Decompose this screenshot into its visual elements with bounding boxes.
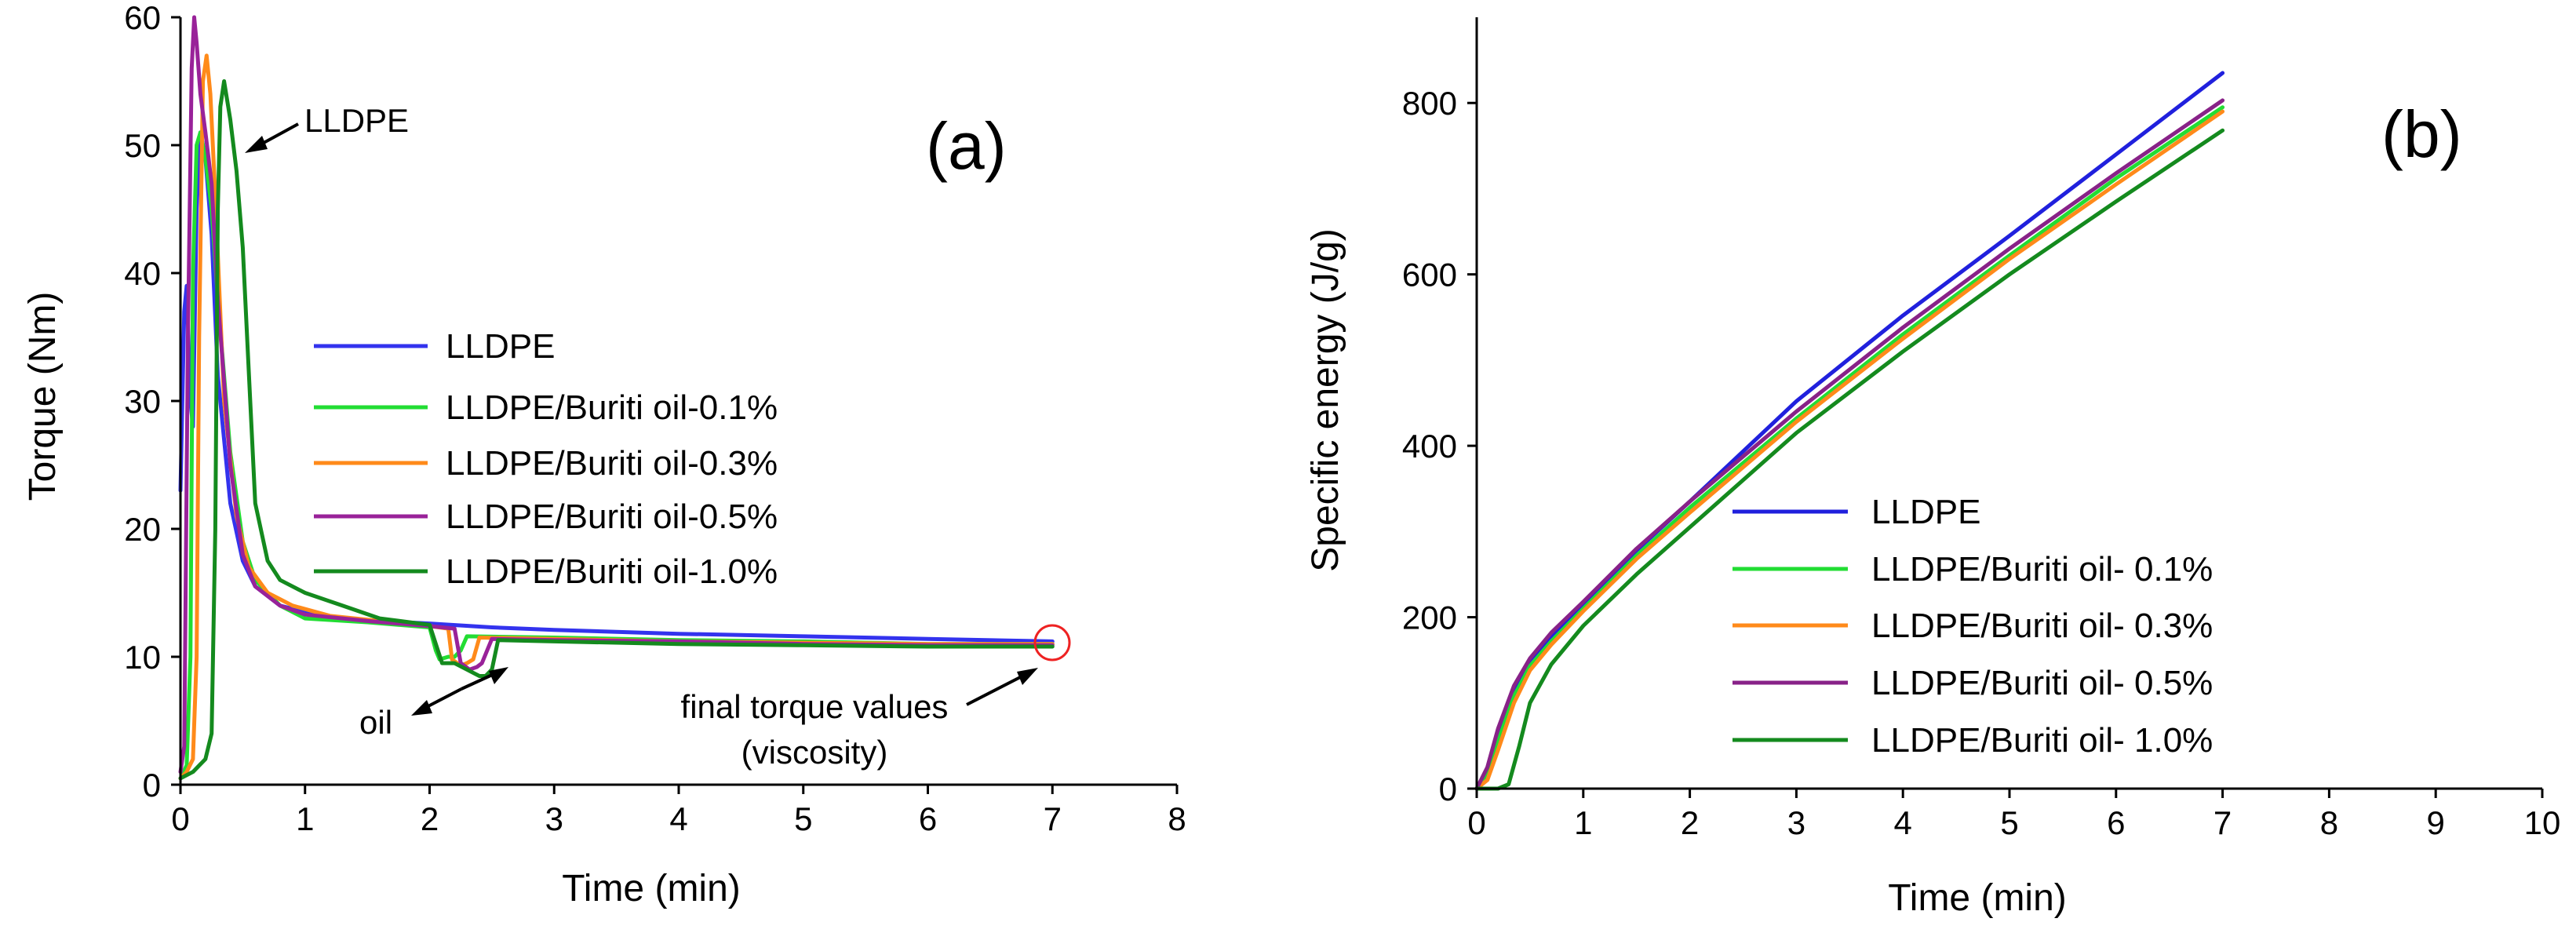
panel-b-x-tick-label: 8: [2320, 804, 2338, 841]
panel-a-y-tick-label: 40: [124, 255, 161, 292]
legend-a-label-4: LLDPE/Buriti oil-1.0%: [446, 552, 778, 591]
panel-b-x-tick-label: 1: [1574, 804, 1592, 841]
panel-a: (a) 0 1 2 3 4 5 6 7 8 0 10 20 30 40 50 60 Time (min) T…: [22, 0, 1186, 909]
panel-a-tag: (a): [926, 109, 1007, 183]
panel-a-y-tick-label: 20: [124, 511, 161, 548]
annotation-lldpe-label: LLDPE: [304, 102, 409, 139]
legend-b-label-2: LLDPE/Buriti oil- 0.3%: [1871, 607, 2213, 645]
panel-a-legend: LLDPE LLDPE/Buriti oil-0.1% LLDPE/Buriti…: [314, 327, 778, 591]
panel-a-y-tick-label: 0: [143, 767, 161, 804]
legend-b-label-0: LLDPE: [1871, 493, 1980, 531]
panel-a-x-tick-label: 1: [296, 800, 314, 837]
panel-b-y-tick-label: 0: [1439, 771, 1457, 807]
panel-b-series-layer: [1474, 71, 2225, 791]
panel-b-x-tick-label: 9: [2427, 804, 2445, 841]
panel-b-x-tick-label: 2: [1681, 804, 1699, 841]
panel-a-y-tick-label: 60: [124, 0, 161, 36]
panel-a-x-tick-label: 8: [1168, 800, 1186, 837]
panel-a-x-tick-label: 6: [919, 800, 937, 837]
panel-b-series-line-2: [1474, 109, 2225, 791]
panel-b-y-tick-label: 600: [1402, 257, 1457, 293]
panel-a-x-tick-label: 3: [545, 800, 563, 837]
panel-a-series-layer: [178, 15, 1055, 781]
panel-b: (b) 0 1 2 3 4 5 6 7 8 9 10 0 200 400 600 800 Time (min…: [1305, 17, 2560, 919]
panel-b-x-axis-title: Time (min): [1888, 877, 2067, 919]
annotation-oil-arrowhead-left: [411, 700, 432, 716]
panel-b-tag: (b): [2381, 97, 2462, 171]
annotation-oil-label: oil: [359, 704, 392, 741]
panel-b-x-tick-label: 7: [2213, 804, 2232, 841]
panel-b-x-ticks: 0 1 2 3 4 5 6 7 8 9 10: [1467, 789, 2560, 841]
panel-a-y-tick-label: 50: [124, 127, 161, 164]
panel-b-y-tick-label: 800: [1402, 85, 1457, 122]
panel-a-y-axis-title: Torque (Nm): [22, 292, 64, 501]
panel-a-series-line-4: [178, 79, 1055, 781]
annotation-viscosity-label: (viscosity): [741, 734, 888, 771]
legend-b-label-3: LLDPE/Buriti oil- 0.5%: [1871, 664, 2213, 702]
panel-a-x-tick-label: 0: [171, 800, 189, 837]
panel-a-x-ticks: 0 1 2 3 4 5 6 7 8: [171, 785, 1186, 837]
panel-a-x-tick-label: 5: [794, 800, 812, 837]
legend-b-label-1: LLDPE/Buriti oil- 0.1%: [1871, 550, 2213, 589]
panel-a-y-ticks: 0 10 20 30 40 50 60: [124, 0, 180, 804]
legend-a-label-0: LLDPE: [446, 327, 555, 366]
panel-b-x-tick-label: 3: [1787, 804, 1805, 841]
legend-a-label-3: LLDPE/Buriti oil-0.5%: [446, 497, 778, 536]
legend-a-label-1: LLDPE/Buriti oil-0.1%: [446, 388, 778, 427]
panel-b-y-tick-label: 400: [1402, 428, 1457, 465]
panel-a-x-tick-label: 7: [1044, 800, 1062, 837]
panel-b-series-line-4: [1474, 128, 2225, 791]
final-torque-highlight-circle: [1033, 624, 1071, 661]
panel-b-y-axis-title: Specific energy (J/g): [1305, 228, 1346, 572]
annotation-final-torque-label: final torque values: [681, 688, 949, 725]
panel-a-x-tick-label: 2: [421, 800, 439, 837]
panel-a-x-tick-label: 4: [669, 800, 687, 837]
panel-b-series-line-3: [1474, 98, 2225, 791]
panel-a-x-axis-title: Time (min): [562, 868, 741, 909]
annotation-oil-arrowhead-right: [489, 667, 508, 684]
panel-b-y-tick-label: 200: [1402, 600, 1457, 636]
panel-b-x-tick-label: 10: [2524, 804, 2561, 841]
panel-a-y-tick-label: 10: [124, 639, 161, 676]
annotation-lldpe-arrowhead: [245, 136, 268, 153]
panel-b-y-ticks: 0 200 400 600 800: [1402, 85, 1477, 807]
panel-b-legend: LLDPE LLDPE/Buriti oil- 0.1% LLDPE/Burit…: [1733, 493, 2213, 760]
panel-b-x-tick-label: 5: [2000, 804, 2018, 841]
annotation-final-torque-arrowhead: [1017, 668, 1038, 685]
panel-b-x-tick-label: 4: [1894, 804, 1912, 841]
annotation-final-torque-arrow: [966, 672, 1029, 706]
legend-b-label-4: LLDPE/Buriti oil- 1.0%: [1871, 721, 2213, 760]
panel-b-x-tick-label: 6: [2107, 804, 2125, 841]
panel-a-y-tick-label: 30: [124, 383, 161, 420]
legend-a-label-2: LLDPE/Buriti oil-0.3%: [446, 444, 778, 483]
panel-b-series-line-1: [1474, 105, 2225, 791]
panel-b-x-tick-label: 0: [1467, 804, 1485, 841]
